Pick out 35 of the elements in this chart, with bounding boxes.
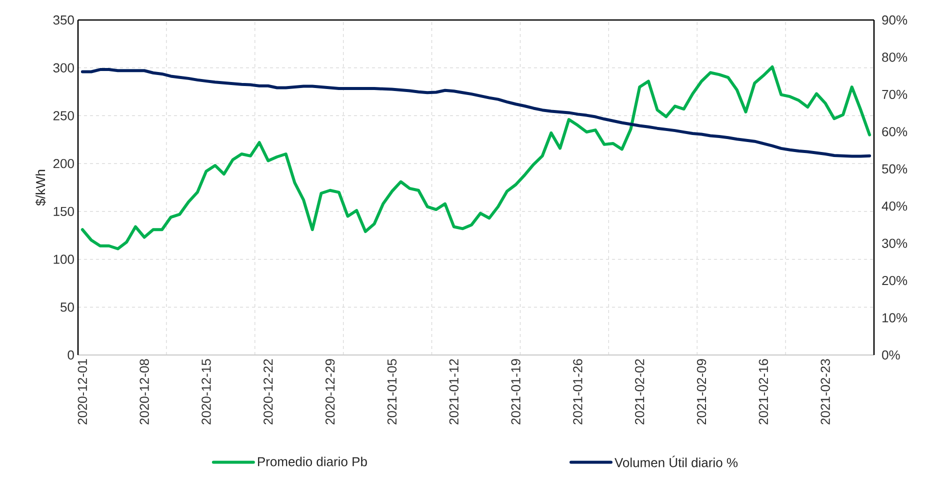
y2-tick-label: 80% [882,52,908,62]
y2-tick-label: 0% [882,350,900,360]
y-tick-label: 150 [54,206,74,216]
x-tick-label: 2020-12-08 [140,359,149,424]
y2-tick-label: 90% [882,15,908,25]
x-tick-label: 2021-01-26 [573,359,582,424]
y-axis-title: $/kWh [35,170,46,206]
y-tick-label: 100 [54,254,74,264]
y-tick-label: 350 [53,15,74,25]
y2-tick-label: 60% [882,127,908,136]
x-tick-label: 2021-02-09 [696,359,706,424]
y2-tick-label: 30% [882,238,908,248]
x-tick-label: 2020-12-22 [264,359,273,424]
x-tick-label: 2021-01-19 [511,359,520,424]
x-tick-label: 2021-01-05 [387,359,397,424]
x-tick-label: 2020-12-15 [202,359,211,424]
x-tick-label: 2021-02-02 [635,359,644,424]
x-tick-label: 2021-02-16 [758,359,768,424]
legend-label: Volumen Útil diario % [614,456,738,468]
y-tick-label: 200 [53,158,74,168]
x-tick-label: 2020-12-29 [325,359,335,424]
x-tick-label: 2021-01-12 [449,359,458,424]
legend-label: Promedio diario Pb [258,456,367,466]
y2-tick-label: 20% [882,276,908,286]
y-tick-label: 250 [53,111,74,120]
x-tick-label: 2021-02-23 [820,359,830,424]
y2-tick-label: 10% [882,313,908,322]
y-tick-label: 50 [60,302,74,312]
y2-tick-label: 70% [882,90,908,100]
y2-tick-label: 40% [882,202,908,211]
x-tick-label: 2020-12-01 [78,359,88,424]
y-tick-label: 0 [68,350,74,360]
y-tick-label: 300 [53,63,74,72]
line-series [80,65,872,250]
y2-tick-label: 50% [882,164,908,174]
